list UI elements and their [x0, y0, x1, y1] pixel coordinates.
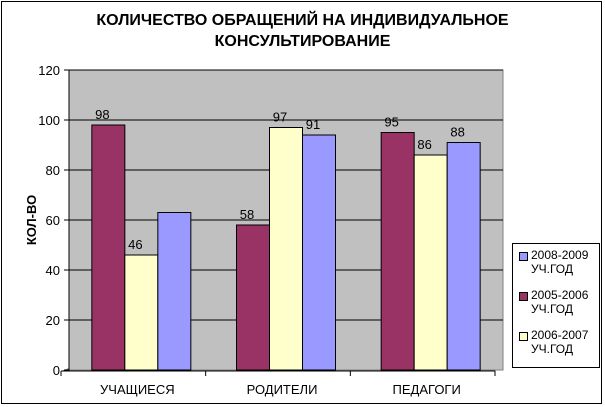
chart-title-line-1: КОЛИЧЕСТВО ОБРАЩЕНИЙ НА ИНДИВИДУАЛЬНОЕ: [96, 12, 509, 29]
y-tick-label: 0: [53, 363, 60, 378]
bar: [236, 224, 270, 371]
legend-label-line: УЧ.ГОД: [531, 262, 573, 276]
legend-swatch: [519, 292, 528, 301]
legend-label-line: 2005-2006: [531, 288, 589, 302]
data-label: 88: [450, 125, 464, 140]
bar: [124, 254, 159, 371]
chart-title-line-2: КОНСУЛЬТИРОВАНИЕ: [214, 33, 391, 50]
category-label: ПЕДАГОГИ: [393, 382, 461, 397]
legend-label-line: 2008-2009: [531, 248, 589, 262]
bar: [302, 134, 336, 371]
data-label: 95: [384, 115, 398, 130]
data-label: 46: [128, 237, 142, 252]
legend: 2008-2009 УЧ.ГОД 2005-2006 УЧ.ГОД 2006-2007 У…: [512, 243, 600, 368]
legend-swatch: [519, 252, 528, 261]
data-label: 86: [417, 137, 431, 152]
data-label: 58: [240, 207, 254, 222]
legend-swatch: [519, 332, 528, 341]
y-tick-label: 100: [38, 113, 60, 128]
y-tick-label: 20: [46, 313, 60, 328]
y-axis-title: КОЛ-ВО: [24, 195, 39, 245]
legend-label: 2005-2006 УЧ.ГОД: [531, 288, 601, 316]
bar: [157, 212, 192, 371]
y-tick-label: 120: [38, 63, 60, 78]
y-tick-label: 80: [46, 163, 60, 178]
legend-label: 2008-2009 УЧ.ГОД: [531, 248, 601, 276]
legend-label: 2006-2007 УЧ.ГОД: [531, 328, 601, 356]
bar: [380, 132, 415, 371]
data-label: 91: [306, 117, 320, 132]
bar: [269, 127, 303, 371]
bar: [413, 154, 448, 371]
chart-title: КОЛИЧЕСТВО ОБРАЩЕНИЙ НА ИНДИВИДУАЛЬНОЕ К…: [0, 10, 605, 52]
y-tick-label: 60: [46, 213, 60, 228]
bar: [446, 142, 481, 371]
legend-label-line: 2006-2007: [531, 328, 589, 342]
category-label: УЧАЩИЕСЯ: [100, 382, 175, 397]
data-label: 98: [95, 107, 109, 122]
legend-label-line: УЧ.ГОД: [531, 302, 573, 316]
y-tick-label: 40: [46, 263, 60, 278]
legend-label-line: УЧ.ГОД: [531, 342, 573, 356]
data-label: 97: [273, 110, 287, 125]
bar: [91, 124, 126, 371]
category-label: РОДИТЕЛИ: [247, 382, 318, 397]
